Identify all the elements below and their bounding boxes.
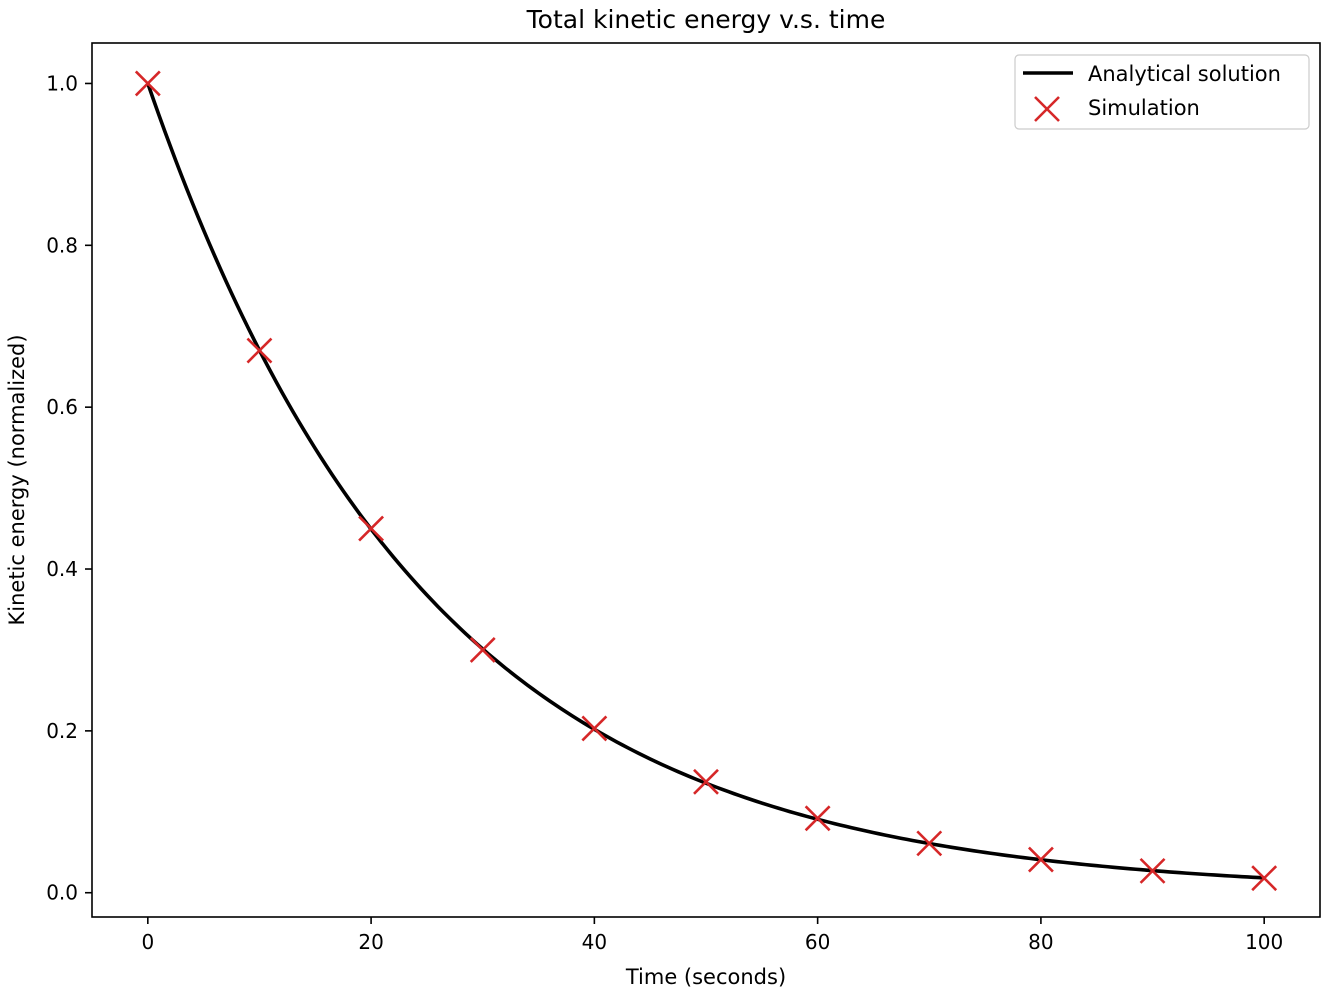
- simulation-point: [469, 637, 496, 663]
- legend-marker-swatch: [1034, 96, 1060, 122]
- y-tick-label: 0.6: [46, 395, 78, 419]
- x-tick-label: 80: [1028, 930, 1053, 954]
- y-tick-label: 1.0: [46, 71, 78, 95]
- legend-label-analytical: Analytical solution: [1088, 62, 1281, 86]
- y-tick-label: 0.8: [46, 233, 78, 257]
- legend-box: [1014, 54, 1310, 130]
- plot-area: [134, 70, 1278, 892]
- simulation-point: [134, 70, 161, 97]
- legend-label-simulation: Simulation: [1088, 96, 1200, 120]
- y-axis-title: Kinetic energy (normalized): [5, 334, 29, 625]
- simulation-point: [1251, 865, 1278, 892]
- simulation-point: [246, 337, 273, 364]
- y-tick-label: 0.0: [46, 881, 78, 905]
- x-tick-label: 0: [141, 930, 154, 954]
- simulation-point: [804, 805, 831, 832]
- x-axis-title: Time (seconds): [625, 965, 786, 989]
- x-tick-label: 20: [358, 930, 383, 954]
- chart-title: Total kinetic energy v.s. time: [526, 5, 886, 34]
- simulation-point: [581, 715, 608, 742]
- simulation-point: [1139, 857, 1166, 884]
- y-tick-label: 0.4: [46, 557, 78, 581]
- simulation-point: [358, 515, 385, 542]
- x-tick-label: 40: [582, 930, 607, 954]
- axes-frame: [91, 42, 1321, 918]
- ticks: 0 20 40 60 80 100 0.0 0.2 0.4 0.6 0.8 1.0: [46, 71, 1283, 954]
- x-tick-label: 60: [805, 930, 830, 954]
- simulation-point: [693, 768, 719, 795]
- y-tick-label: 0.2: [46, 719, 78, 743]
- x-tick-label: 100: [1245, 930, 1283, 954]
- simulation-point: [916, 830, 943, 857]
- simulation-point: [1027, 846, 1054, 873]
- legend: Analytical solution Simulation: [1014, 54, 1310, 130]
